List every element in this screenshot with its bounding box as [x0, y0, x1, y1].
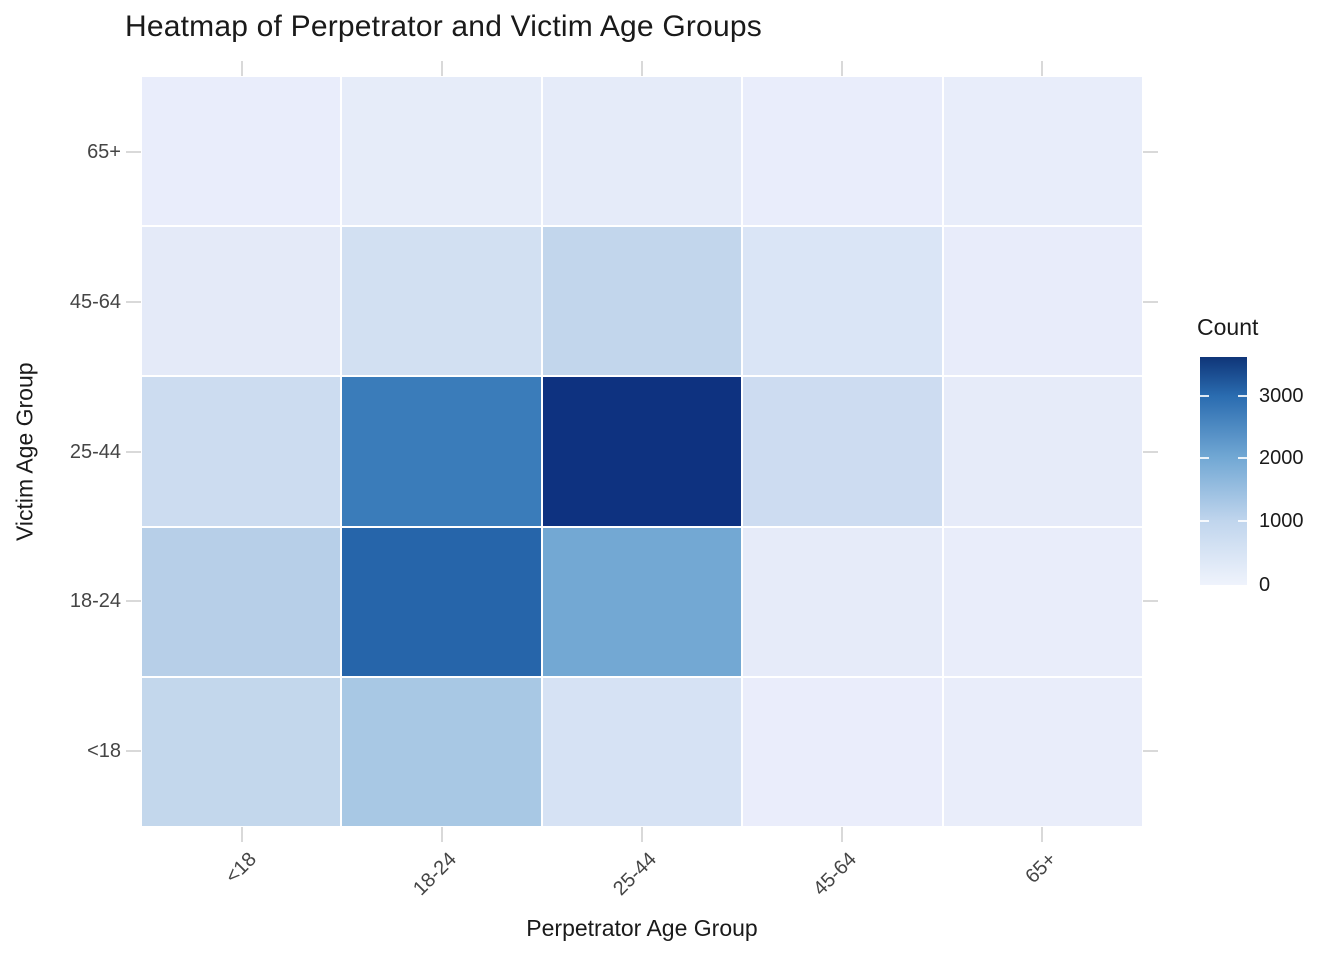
x-tick-label: 18-24: [409, 848, 461, 901]
x-tick-label: 45-64: [809, 848, 861, 901]
x-tick-mark-top: [241, 61, 243, 76]
y-tick-label: 25-44: [69, 440, 121, 463]
heatmap-cell-v<18-p65+: [943, 677, 1142, 826]
x-tick-mark-top: [1041, 61, 1043, 76]
x-tick-mark-bottom: [841, 827, 843, 842]
legend-tick-mark: [1200, 519, 1209, 522]
heatmap-cell-v<18-p45-64: [743, 677, 942, 826]
legend-gradient-bar: [1200, 357, 1247, 585]
y-tick-mark-right: [1143, 300, 1158, 303]
heatmap-cell-v25-44-p<18: [142, 377, 341, 526]
y-tick-mark-right: [1143, 150, 1158, 153]
y-tick-label: 18-24: [69, 590, 121, 613]
x-tick-mark-bottom: [641, 827, 643, 842]
heatmap-cell-v45-64-p18-24: [342, 227, 541, 376]
legend-tick-mark: [1200, 457, 1209, 459]
y-tick-label: <18: [87, 740, 121, 763]
x-tick-label: 25-44: [609, 848, 661, 901]
x-tick-mark-top: [841, 61, 843, 76]
heatmap-cell-v65+-p65+: [943, 77, 1142, 226]
heatmap-cell-v45-64-p25-44: [542, 227, 742, 376]
legend-tick-mark: [1200, 394, 1209, 397]
y-tick-mark-left: [126, 150, 141, 153]
legend-tick-mark: [1238, 457, 1247, 459]
legend-tick-label: 2000: [1259, 447, 1304, 469]
x-tick-mark-top: [441, 61, 443, 76]
heatmap-cell-v18-24-p18-24: [342, 527, 541, 676]
heatmap-cell-v65+-p18-24: [342, 77, 541, 226]
heatmap-panel: [142, 77, 1142, 826]
x-tick-mark-bottom: [241, 827, 243, 842]
heatmap-cell-v45-64-p45-64: [743, 227, 942, 376]
heatmap-cell-v<18-p25-44: [542, 677, 742, 826]
x-tick-label: <18: [221, 848, 261, 888]
y-tick-label: 45-64: [69, 290, 121, 313]
legend-tick-label: 0: [1259, 574, 1271, 596]
heatmap-cell-v<18-p<18: [142, 677, 341, 826]
legend-tick-mark: [1238, 519, 1247, 522]
x-tick-mark-bottom: [441, 827, 443, 842]
heatmap-cell-v18-24-p<18: [142, 527, 341, 676]
legend-tick-label: 1000: [1259, 509, 1304, 532]
legend-tick-label: 3000: [1259, 384, 1304, 407]
x-tick-label: 65+: [1021, 848, 1061, 888]
heatmap-cell-v25-44-p65+: [943, 377, 1142, 526]
heatmap-cell-v65+-p<18: [142, 77, 341, 226]
x-axis-title: Perpetrator Age Group: [526, 915, 758, 941]
heatmap-cell-v18-24-p45-64: [743, 527, 942, 676]
y-tick-mark-left: [126, 750, 141, 753]
heatmap-cell-v18-24-p65+: [943, 527, 1142, 676]
heatmap-cell-v65+-p25-44: [542, 77, 742, 226]
heatmap-cell-v25-44-p45-64: [743, 377, 942, 526]
y-tick-mark-right: [1143, 600, 1158, 603]
heatmap-cell-v25-44-p18-24: [342, 377, 541, 526]
x-tick-mark-bottom: [1041, 827, 1043, 842]
y-tick-mark-right: [1143, 450, 1158, 453]
chart-title: Heatmap of Perpetrator and Victim Age Gr…: [125, 10, 762, 43]
legend-tick-mark: [1238, 394, 1247, 397]
y-tick-mark-right: [1143, 750, 1158, 753]
heatmap-cell-v<18-p18-24: [342, 677, 541, 826]
y-tick-mark-left: [126, 450, 141, 453]
y-tick-mark-left: [126, 300, 141, 303]
heatmap-cell-v18-24-p25-44: [542, 527, 742, 676]
legend-title: Count: [1197, 314, 1259, 340]
y-axis-title: Victim Age Group: [11, 362, 38, 541]
heatmap-cell-v45-64-p65+: [943, 227, 1142, 376]
y-tick-label: 65+: [87, 140, 121, 163]
y-tick-mark-left: [126, 600, 141, 603]
x-tick-mark-top: [641, 61, 643, 76]
heatmap-cell-v45-64-p<18: [142, 227, 341, 376]
heatmap-cell-v25-44-p25-44: [542, 377, 742, 526]
heatmap-cell-v65+-p45-64: [743, 77, 942, 226]
